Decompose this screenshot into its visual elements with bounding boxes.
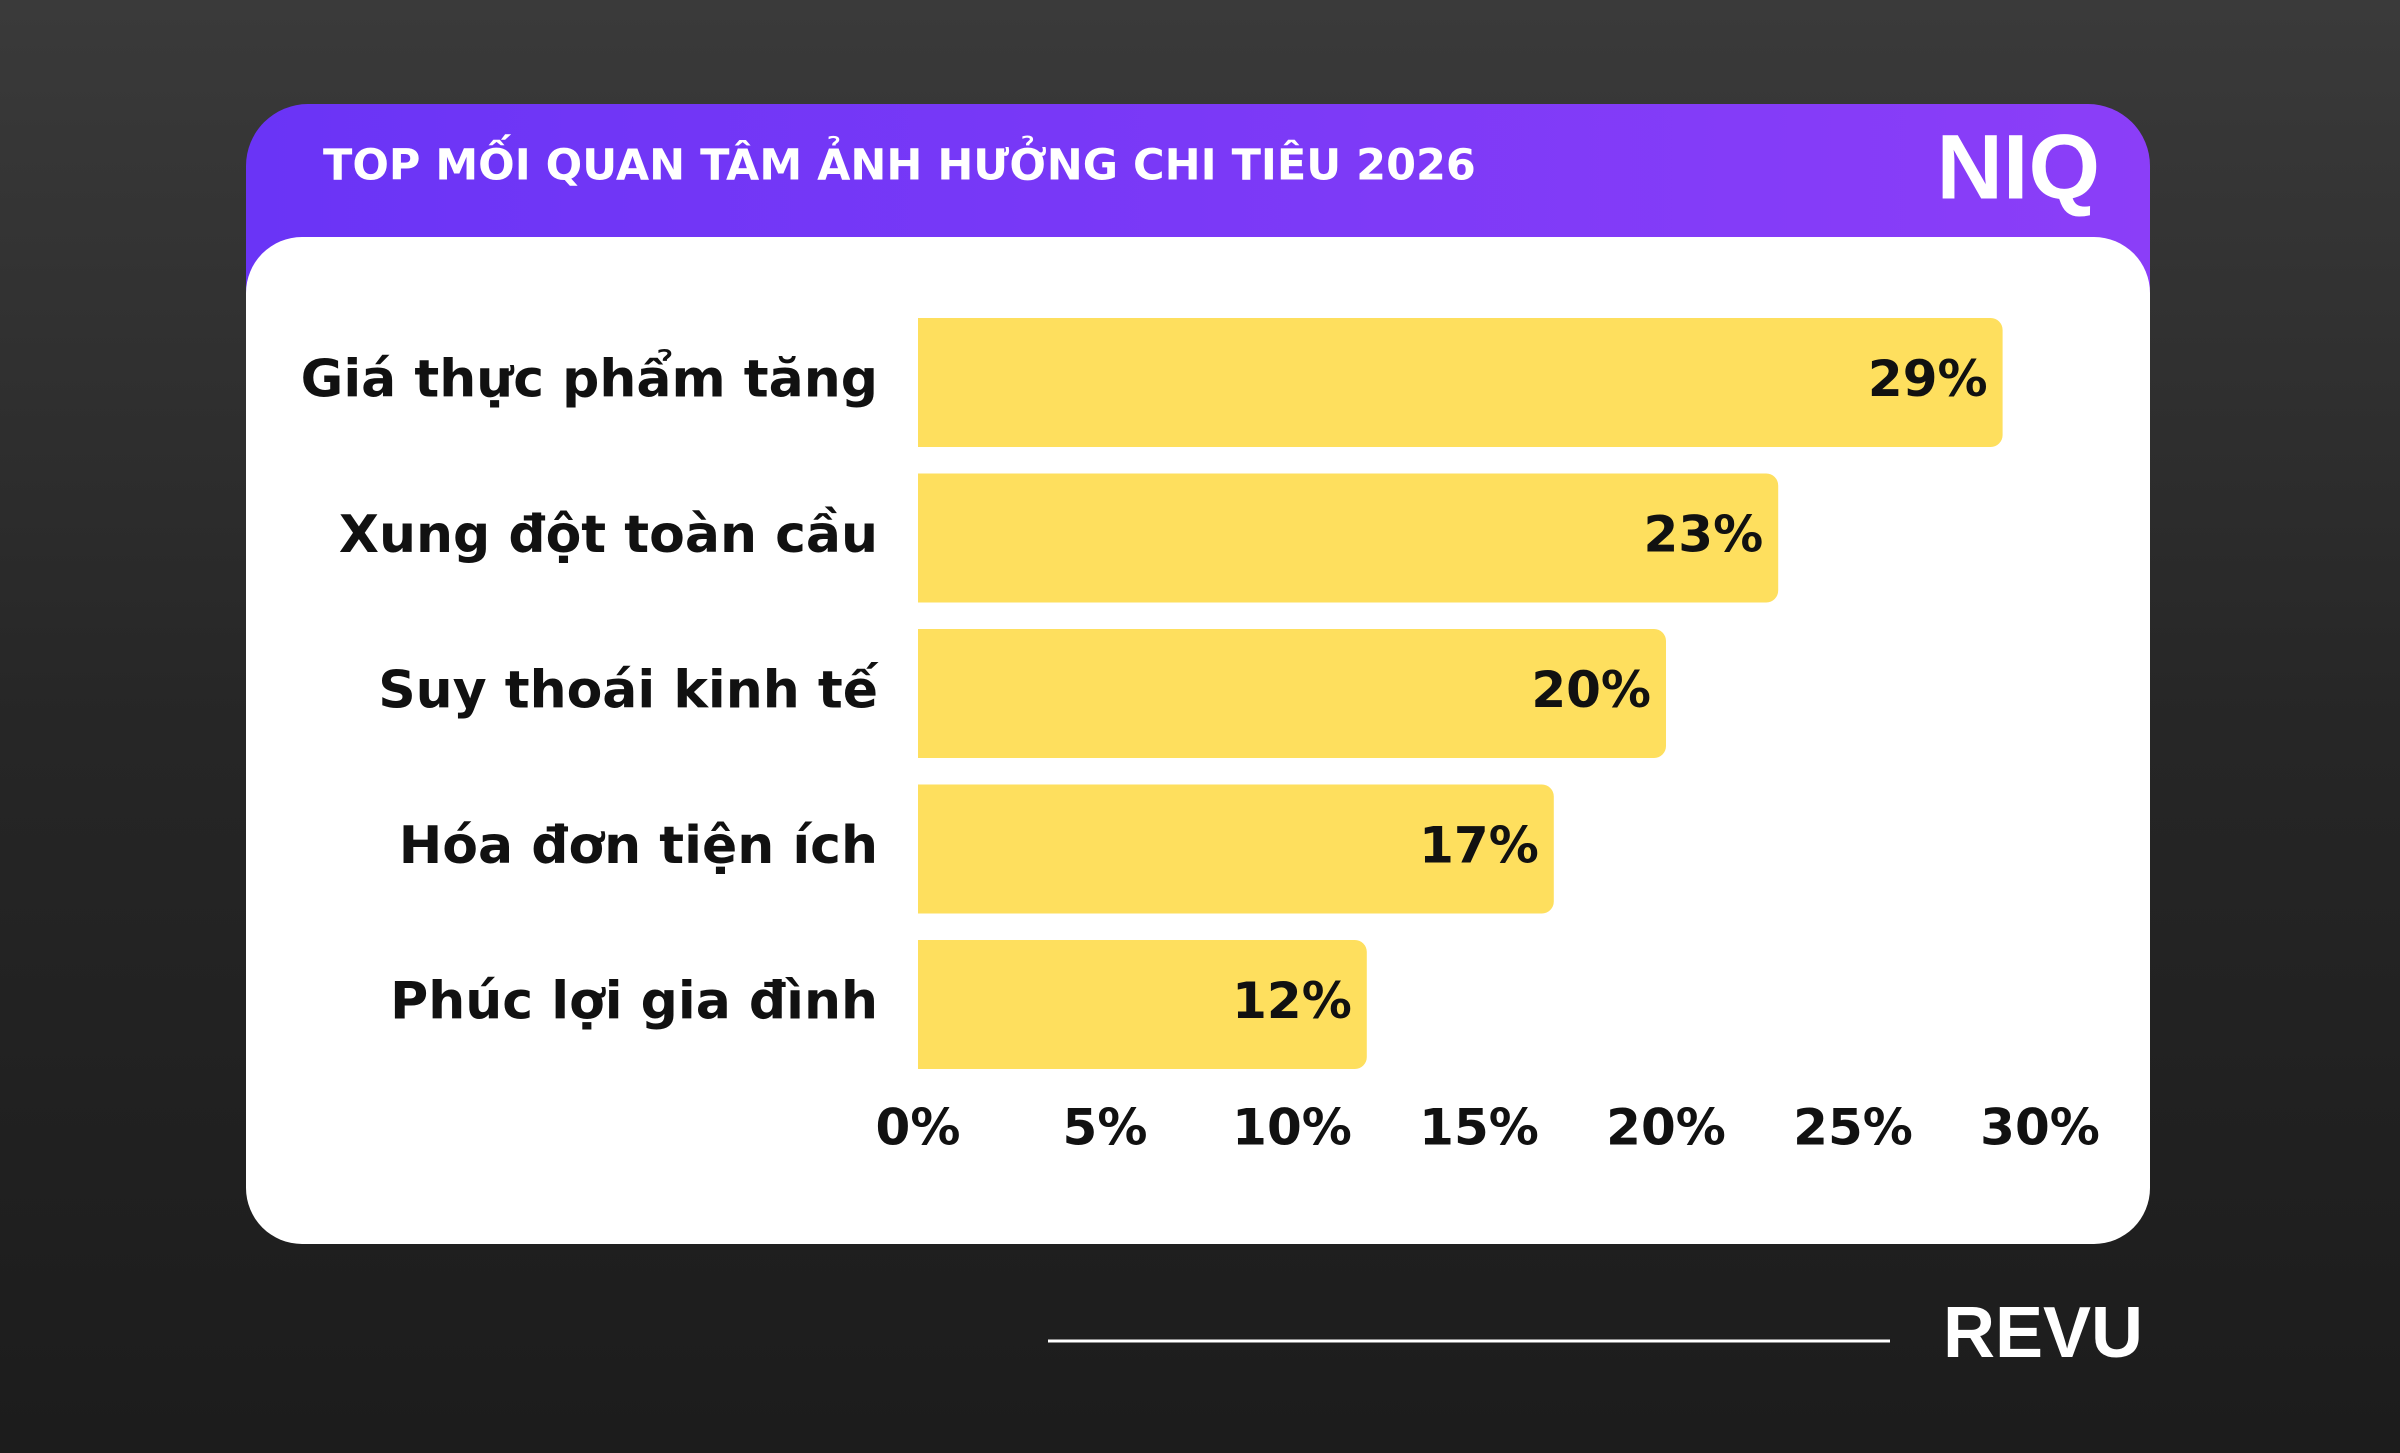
category-label: Phúc lợi gia đình	[390, 972, 878, 1032]
category-label: Suy thoái kinh tế	[378, 661, 878, 721]
brand-logo: NIQ	[1936, 116, 2100, 218]
value-label: 23%	[1644, 506, 1764, 564]
source-brand: REVU	[1943, 1293, 2143, 1373]
x-tick-label: 5%	[1063, 1099, 1148, 1157]
value-label: 12%	[1232, 972, 1352, 1030]
x-tick-label: 10%	[1232, 1099, 1352, 1157]
chart-title: TOP MỐI QUAN TÂM ẢNH HƯỞNG CHI TIÊU 2026	[323, 134, 1476, 191]
value-label: 17%	[1419, 817, 1539, 875]
bar	[918, 318, 2003, 447]
x-tick-label: 0%	[876, 1099, 961, 1157]
bar	[918, 784, 1554, 914]
x-tick-label: 15%	[1419, 1099, 1539, 1157]
bar	[918, 940, 1367, 1069]
category-label: Hóa đơn tiện ích	[399, 816, 878, 876]
bar	[917, 473, 1779, 603]
value-label: 20%	[1531, 661, 1651, 719]
category-label: Xung đột toàn cầu	[339, 505, 878, 565]
bar	[918, 629, 1666, 758]
x-tick-label: 25%	[1793, 1099, 1913, 1157]
x-tick-label: 30%	[1980, 1099, 2100, 1157]
value-label: 29%	[1868, 350, 1988, 408]
x-tick-label: 20%	[1606, 1099, 1726, 1157]
category-label: Giá thực phẩm tăng	[301, 349, 878, 410]
